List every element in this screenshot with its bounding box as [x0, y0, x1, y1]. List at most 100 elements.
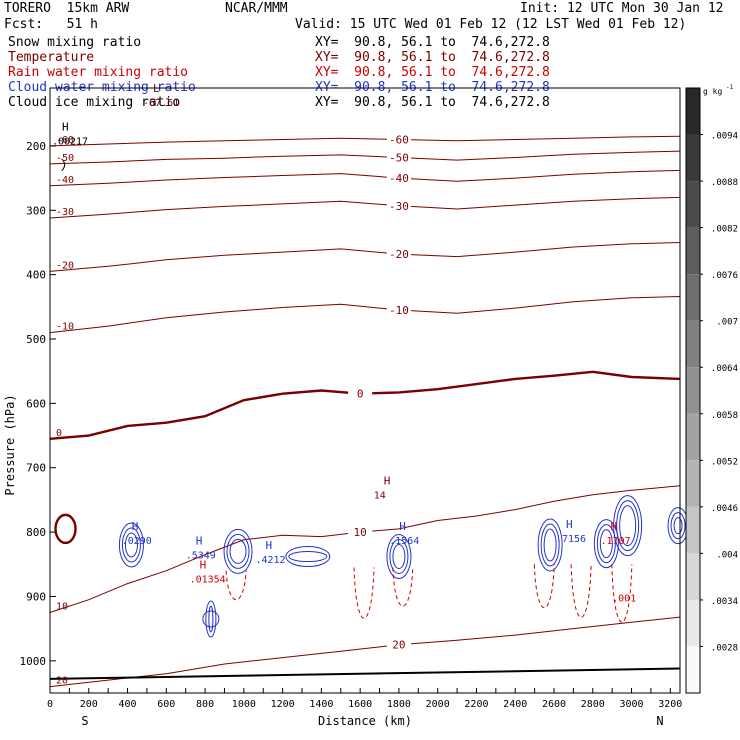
isotherm-label-bg: [348, 386, 373, 399]
extrema-value: .01354: [190, 574, 226, 585]
y-tick-label-400: 400: [26, 269, 46, 282]
isotherm-label--60: -60: [389, 133, 409, 146]
snow-contour: [61, 158, 66, 172]
extrema-symbol: H: [384, 475, 391, 488]
x-tick-label-2200: 2200: [464, 699, 488, 710]
cloud-water-contour: [124, 532, 138, 558]
extrema-symbol: H: [611, 520, 618, 533]
colorbar-swatch: [686, 646, 700, 693]
x-tick-label-400: 400: [119, 699, 137, 710]
label-layer: -60 -60 -50 -50 -40 -40 -30 -30 -20 -20 -10 -10 0 0 10…: [52, 82, 636, 686]
y-tick-label-200: 200: [26, 140, 46, 153]
isotherm-20: [49, 616, 681, 688]
colorbar-label: .0088: [711, 178, 738, 188]
isotherm-label-0: 0: [357, 388, 364, 401]
isotherm-label-bg: [386, 198, 411, 211]
colorbar-label: .0034: [711, 597, 738, 607]
isotherm-label-20: 20: [392, 639, 405, 652]
extrema-symbol: H: [265, 539, 272, 552]
legend-rain-xy: XY= 90.8, 56.1 to 74.6,272.8: [315, 65, 550, 80]
colorbar-swatch: [686, 320, 700, 368]
colorbar-swatch: [686, 227, 700, 275]
colorbar-frame: [685, 87, 701, 694]
x-tick-label-3200: 3200: [658, 699, 682, 710]
x-tick-label-1800: 1800: [387, 699, 411, 710]
north-label: N: [656, 714, 663, 728]
colorbar-label: .0094: [711, 132, 738, 142]
y-tick-label-500: 500: [26, 333, 46, 346]
extrema-symbol: H: [399, 520, 406, 533]
colorbar-units: g kg: [703, 87, 722, 96]
cloud-water-contour: [619, 505, 637, 547]
cloud-water-contour: [229, 538, 247, 564]
colorbar-swatch: [686, 274, 700, 321]
cloud-water-contour: [543, 528, 557, 562]
isotherm-label-bg: [386, 132, 411, 145]
isotherm-edge-label: -50: [56, 153, 74, 164]
legend-rain: Rain water mixing ratio: [8, 65, 189, 80]
rain-water-contour: [570, 564, 592, 618]
extrema-value: .1707: [601, 536, 631, 547]
x-tick-label-2000: 2000: [426, 699, 450, 710]
y-axis-label: Pressure (hPa): [3, 394, 17, 495]
isotherm-label--30: -30: [389, 200, 409, 213]
cloud-water-contour: [670, 512, 686, 540]
extrema-value: .0290: [122, 536, 152, 547]
plot-frame: [49, 87, 681, 694]
legend-temperature: Temperature: [8, 50, 95, 65]
cloud-water-contour: [226, 533, 250, 569]
colorbar-label: .0076: [711, 271, 738, 281]
model-title: TORERO 15km ARW: [4, 1, 130, 16]
colorbar-swatch: [686, 181, 700, 228]
isotherm-edge-label: 0: [56, 428, 62, 439]
isotherm-10: [49, 485, 681, 613]
isotherm--30: [49, 196, 681, 219]
rain-water-contour: [225, 570, 247, 601]
extrema-symbol: H: [196, 535, 203, 548]
x-tick-label-0: 0: [47, 699, 53, 710]
cloud-water-contour: [540, 523, 560, 567]
isotherm-edge-label: -20: [56, 260, 74, 271]
extrema-value: 14: [374, 491, 386, 502]
colorbar-swatch: [686, 367, 700, 414]
extrema-symbol: H: [132, 520, 139, 533]
y-tick-label-600: 600: [26, 397, 46, 410]
legend-snow: Snow mixing ratio: [8, 35, 142, 50]
extrema-symbol: H: [566, 518, 573, 531]
cloud-water-contour: [121, 527, 141, 563]
isotherm-edge-label: -60: [56, 135, 74, 146]
cloud-water-contour: [593, 519, 619, 569]
colorbar-swatch: [686, 134, 700, 182]
y-tick-label-1000: 1000: [20, 655, 47, 668]
colorbar-label: .007: [716, 318, 738, 328]
isotherm-label--20: -20: [389, 248, 409, 261]
extrema-symbol: H: [200, 558, 207, 571]
x-tick-label-1000: 1000: [232, 699, 256, 710]
colorbar-label: .0046: [711, 504, 738, 514]
isotherm-edge-label: -40: [56, 175, 74, 186]
colorbar-label: .0058: [711, 411, 738, 421]
y-tick-label-800: 800: [26, 526, 46, 539]
cloud-water-contour: [616, 500, 640, 552]
cloud-water-contour: [596, 524, 616, 564]
isotherm-edge-label: -30: [56, 207, 74, 218]
cloud-water-contour: [202, 610, 220, 628]
colorbar-label: .0052: [711, 457, 738, 467]
cloud-water-contour: [392, 544, 406, 570]
isotherm-label-bg: [348, 525, 373, 538]
extrema-value: .7156: [556, 534, 586, 545]
colorbar-swatch: [686, 553, 700, 600]
colorbar-label: .0082: [711, 225, 738, 235]
isotherm-edge-label: 10: [56, 602, 68, 613]
cloud-water-contour: [386, 534, 412, 580]
legend-cloud-ice: Cloud ice mixing ratio: [8, 95, 181, 110]
cloud-water-contour: [118, 522, 144, 568]
colorbar-label: .004: [716, 550, 738, 560]
y-tick-label-900: 900: [26, 590, 46, 603]
isotherm--50: [49, 150, 681, 165]
isotherm--20: [49, 242, 681, 272]
rain-water-contour: [392, 567, 414, 607]
colorbar: .0094 .0088 .0082 .0076 .007 .0064 .0058 .0052.…: [685, 87, 738, 694]
rain-water-contour: [611, 564, 633, 623]
